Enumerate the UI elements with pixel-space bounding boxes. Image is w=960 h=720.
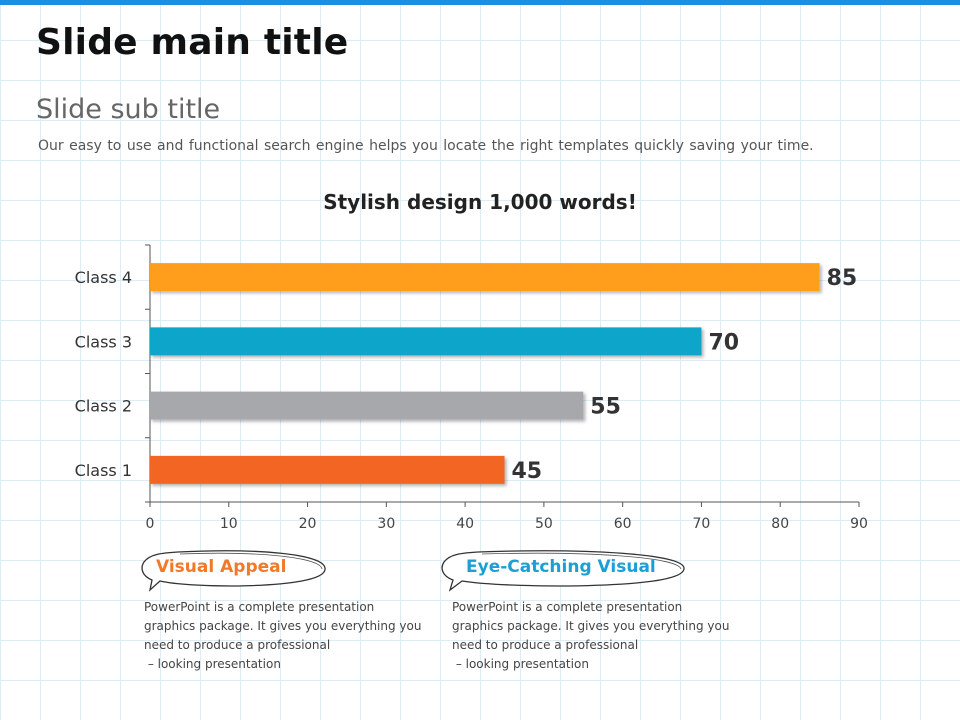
slide-description: Our easy to use and functional search en… xyxy=(38,138,814,154)
callout-text-line: – looking presentation xyxy=(144,657,281,671)
x-tick-label: 80 xyxy=(771,516,789,532)
chart-title: Stylish design 1,000 words! xyxy=(323,190,637,214)
category-label: Class 1 xyxy=(75,461,132,480)
category-label: Class 4 xyxy=(75,268,132,287)
bar-class-2 xyxy=(150,391,584,420)
callout-text-line: need to produce a professional xyxy=(144,638,331,652)
slide-sub-title: Slide sub title xyxy=(36,94,221,125)
callout-text-line: PowerPoint is a complete presentation xyxy=(144,600,375,614)
x-tick-label: 60 xyxy=(614,516,632,532)
bar-class-1 xyxy=(150,455,505,484)
x-tick-label: 40 xyxy=(456,516,474,532)
callout-bubble-visual-appeal xyxy=(141,550,326,592)
callout-text-line: graphics package. It gives you everythin… xyxy=(144,619,422,633)
top-accent-bar xyxy=(0,0,960,5)
callout-label-eye-catching: Eye-Catching Visual xyxy=(466,557,656,577)
x-tick-label: 50 xyxy=(535,516,553,532)
callout-text-line: PowerPoint is a complete presentation xyxy=(452,600,683,614)
bar-value-label: 55 xyxy=(590,395,621,420)
callout-text-visual-appeal: PowerPoint is a complete presentation gr… xyxy=(144,598,429,674)
callout-text-eye-catching: PowerPoint is a complete presentation gr… xyxy=(452,598,737,674)
category-label: Class 3 xyxy=(75,332,132,351)
slide-main-title: Slide main title xyxy=(36,22,349,63)
x-tick-label: 30 xyxy=(377,516,395,532)
x-tick-label: 10 xyxy=(220,516,238,532)
bar-value-label: 85 xyxy=(827,266,858,291)
callout-text-line: need to produce a professional xyxy=(452,638,639,652)
callout-label-visual-appeal: Visual Appeal xyxy=(156,557,287,577)
category-label: Class 2 xyxy=(75,397,132,416)
x-tick-label: 20 xyxy=(299,516,317,532)
x-tick-label: 70 xyxy=(693,516,711,532)
bar-class-3 xyxy=(150,327,702,356)
x-tick-label: 90 xyxy=(850,516,868,532)
callout-text-line: graphics package. It gives you everythin… xyxy=(452,619,730,633)
bar-value-label: 70 xyxy=(708,330,739,355)
x-tick-label: 0 xyxy=(146,516,155,532)
bar-class-4 xyxy=(150,263,820,292)
bar-value-label: 45 xyxy=(512,459,543,484)
callout-text-line: – looking presentation xyxy=(452,657,589,671)
callout-bubble-eye-catching xyxy=(441,550,685,592)
